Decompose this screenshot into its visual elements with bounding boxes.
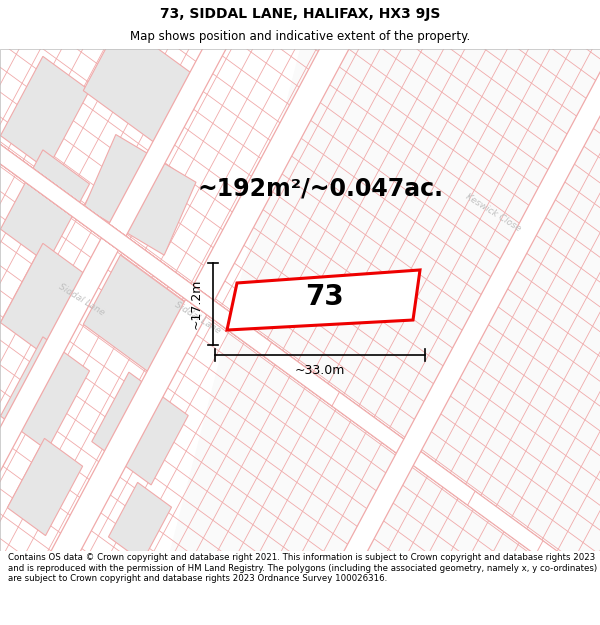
- Polygon shape: [0, 95, 600, 604]
- Polygon shape: [0, 0, 272, 356]
- Polygon shape: [109, 482, 172, 562]
- Text: Siddal Lane: Siddal Lane: [173, 300, 223, 335]
- Polygon shape: [0, 46, 543, 554]
- Text: ~17.2m: ~17.2m: [190, 279, 203, 329]
- Text: Map shows position and indicative extent of the property.: Map shows position and indicative extent…: [130, 30, 470, 43]
- Polygon shape: [1, 337, 89, 450]
- Polygon shape: [0, 0, 340, 406]
- Text: Contains OS data © Crown copyright and database right 2021. This information is : Contains OS data © Crown copyright and d…: [8, 554, 597, 583]
- Polygon shape: [1, 56, 89, 170]
- Polygon shape: [83, 255, 197, 380]
- Polygon shape: [84, 134, 196, 255]
- Polygon shape: [170, 49, 600, 551]
- Polygon shape: [1, 243, 89, 357]
- Polygon shape: [1, 150, 89, 263]
- Polygon shape: [269, 0, 600, 625]
- Polygon shape: [0, 144, 600, 625]
- Polygon shape: [7, 438, 83, 536]
- Polygon shape: [227, 270, 420, 330]
- Text: 73, SIDDAL LANE, HALIFAX, HX3 9JS: 73, SIDDAL LANE, HALIFAX, HX3 9JS: [160, 7, 440, 21]
- Polygon shape: [0, 0, 475, 505]
- Text: 73: 73: [305, 283, 344, 311]
- Text: Siddal Lane: Siddal Lane: [58, 282, 107, 318]
- Text: ~33.0m: ~33.0m: [295, 364, 345, 378]
- Polygon shape: [0, 0, 301, 625]
- Polygon shape: [92, 372, 188, 485]
- Text: Keswick Close: Keswick Close: [464, 192, 522, 233]
- Polygon shape: [83, 21, 197, 146]
- Polygon shape: [0, 0, 407, 456]
- Polygon shape: [0, 0, 422, 625]
- Text: ~192m²/~0.047ac.: ~192m²/~0.047ac.: [197, 177, 443, 201]
